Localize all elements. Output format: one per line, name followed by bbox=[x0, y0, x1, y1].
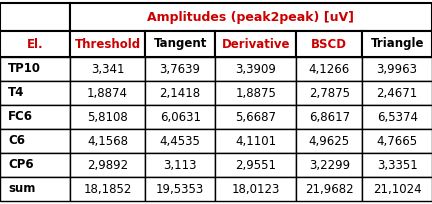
Bar bbox=[0, 57, 70, 81]
Text: 3,341: 3,341 bbox=[91, 62, 124, 75]
Text: T4: T4 bbox=[8, 86, 25, 100]
Bar bbox=[70, 57, 145, 81]
Bar bbox=[362, 177, 432, 201]
Text: 2,1418: 2,1418 bbox=[159, 86, 201, 100]
Bar bbox=[70, 153, 145, 177]
Bar bbox=[296, 81, 362, 105]
Text: C6: C6 bbox=[8, 134, 25, 147]
Bar bbox=[70, 31, 145, 57]
Text: 6,0631: 6,0631 bbox=[160, 111, 200, 123]
Bar bbox=[70, 3, 432, 31]
Bar bbox=[362, 81, 432, 105]
Bar bbox=[0, 31, 70, 57]
Bar bbox=[145, 177, 215, 201]
Text: 2,7875: 2,7875 bbox=[309, 86, 350, 100]
Bar bbox=[70, 177, 145, 201]
Text: 4,1568: 4,1568 bbox=[87, 134, 128, 147]
Text: BSCD: BSCD bbox=[311, 38, 347, 51]
Bar bbox=[296, 153, 362, 177]
Text: 18,0123: 18,0123 bbox=[232, 183, 280, 195]
Bar bbox=[296, 105, 362, 129]
Bar bbox=[145, 105, 215, 129]
Text: 1,8874: 1,8874 bbox=[87, 86, 128, 100]
Text: Derivative: Derivative bbox=[222, 38, 290, 51]
Text: 5,6687: 5,6687 bbox=[235, 111, 276, 123]
Bar bbox=[215, 177, 296, 201]
Text: 4,7665: 4,7665 bbox=[377, 134, 418, 147]
Text: 2,9551: 2,9551 bbox=[235, 159, 276, 172]
Text: El.: El. bbox=[26, 38, 43, 51]
Text: 2,4671: 2,4671 bbox=[377, 86, 418, 100]
Bar bbox=[362, 153, 432, 177]
Bar bbox=[296, 177, 362, 201]
Text: 1,8875: 1,8875 bbox=[235, 86, 276, 100]
Bar bbox=[296, 129, 362, 153]
Bar bbox=[145, 129, 215, 153]
Text: 3,2299: 3,2299 bbox=[309, 159, 350, 172]
Text: FC6: FC6 bbox=[8, 111, 33, 123]
Text: 3,7639: 3,7639 bbox=[160, 62, 200, 75]
Text: 4,9625: 4,9625 bbox=[309, 134, 350, 147]
Bar bbox=[0, 3, 70, 31]
Bar bbox=[215, 81, 296, 105]
Bar bbox=[0, 105, 70, 129]
Text: 2,9892: 2,9892 bbox=[87, 159, 128, 172]
Bar bbox=[0, 177, 70, 201]
Bar bbox=[70, 81, 145, 105]
Text: 3,3909: 3,3909 bbox=[235, 62, 276, 75]
Bar bbox=[0, 153, 70, 177]
Bar bbox=[0, 129, 70, 153]
Text: Amplitudes (peak2peak) [uV]: Amplitudes (peak2peak) [uV] bbox=[147, 10, 354, 23]
Bar bbox=[70, 129, 145, 153]
Text: 6,8617: 6,8617 bbox=[309, 111, 350, 123]
Bar bbox=[215, 129, 296, 153]
Text: 19,5353: 19,5353 bbox=[156, 183, 204, 195]
Bar bbox=[145, 31, 215, 57]
Text: 21,9682: 21,9682 bbox=[305, 183, 354, 195]
Bar bbox=[145, 81, 215, 105]
Text: 5,8108: 5,8108 bbox=[87, 111, 128, 123]
Text: 3,113: 3,113 bbox=[163, 159, 197, 172]
Text: sum: sum bbox=[8, 183, 36, 195]
Text: 3,9963: 3,9963 bbox=[377, 62, 418, 75]
Bar bbox=[215, 105, 296, 129]
Bar bbox=[0, 81, 70, 105]
Bar bbox=[70, 105, 145, 129]
Bar bbox=[215, 57, 296, 81]
Bar bbox=[362, 57, 432, 81]
Text: 18,1852: 18,1852 bbox=[83, 183, 132, 195]
Bar bbox=[362, 105, 432, 129]
Text: 3,3351: 3,3351 bbox=[377, 159, 417, 172]
Text: 4,1266: 4,1266 bbox=[309, 62, 350, 75]
Bar bbox=[296, 31, 362, 57]
Bar bbox=[145, 153, 215, 177]
Bar bbox=[215, 153, 296, 177]
Text: CP6: CP6 bbox=[8, 159, 34, 172]
Bar bbox=[362, 31, 432, 57]
Text: 4,1101: 4,1101 bbox=[235, 134, 276, 147]
Text: 6,5374: 6,5374 bbox=[377, 111, 418, 123]
Bar bbox=[296, 57, 362, 81]
Text: Triangle: Triangle bbox=[370, 38, 424, 51]
Text: 4,4535: 4,4535 bbox=[160, 134, 200, 147]
Bar bbox=[362, 129, 432, 153]
Text: TP10: TP10 bbox=[8, 62, 41, 75]
Text: Tangent: Tangent bbox=[153, 38, 207, 51]
Text: 21,1024: 21,1024 bbox=[373, 183, 422, 195]
Bar bbox=[145, 57, 215, 81]
Text: Threshold: Threshold bbox=[74, 38, 140, 51]
Bar bbox=[215, 31, 296, 57]
